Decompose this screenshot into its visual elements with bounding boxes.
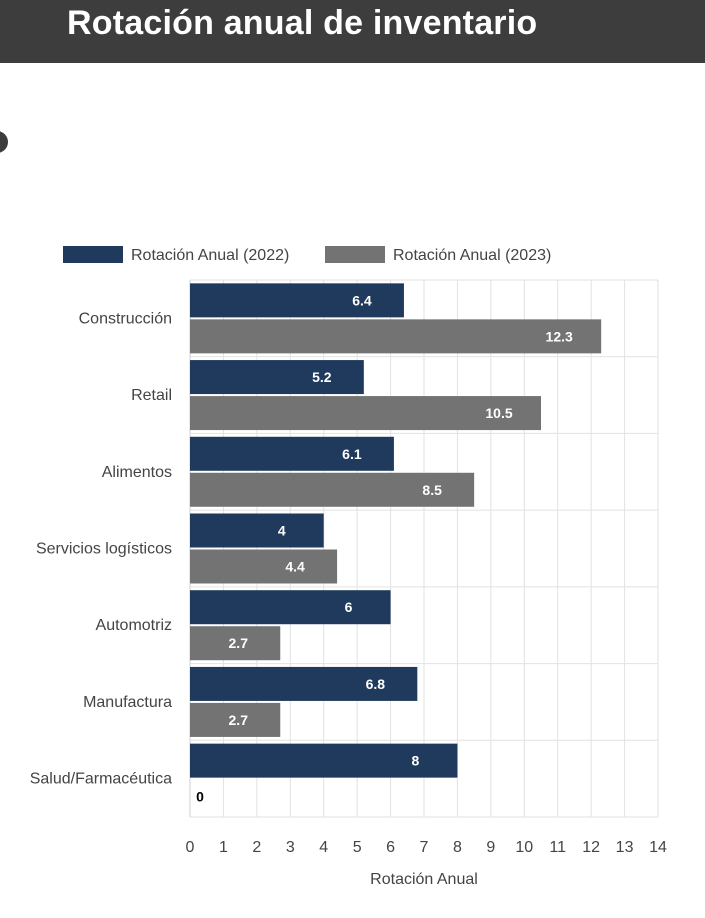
legend-swatch xyxy=(63,246,123,263)
data-label: 4.4 xyxy=(285,559,305,575)
category-label: Retail xyxy=(131,387,172,404)
data-label: 10.5 xyxy=(485,405,512,421)
data-label: 2.7 xyxy=(229,712,249,728)
legend-swatch xyxy=(325,246,385,263)
data-label: 4 xyxy=(278,523,286,539)
bar xyxy=(190,626,281,661)
bar xyxy=(190,743,458,778)
bar xyxy=(190,360,364,395)
x-tick-label: 1 xyxy=(219,839,228,856)
bar xyxy=(190,396,541,431)
x-tick-label: 8 xyxy=(453,839,462,856)
bar xyxy=(190,283,404,318)
x-axis-title: Rotación Anual xyxy=(370,871,478,888)
bar xyxy=(190,702,281,737)
data-label: 6.4 xyxy=(352,292,372,308)
x-tick-label: 9 xyxy=(486,839,495,856)
legend-label: Rotación Anual (2022) xyxy=(131,247,289,264)
legend-label: Rotación Anual (2023) xyxy=(393,247,551,264)
data-label: 6.1 xyxy=(342,446,362,462)
x-tick-label: 5 xyxy=(353,839,362,856)
category-label: Automotriz xyxy=(96,617,172,634)
bar xyxy=(190,436,394,471)
data-label: 6.8 xyxy=(366,676,386,692)
data-label: 5.2 xyxy=(312,369,332,385)
page-title: Rotación anual de inventario xyxy=(67,4,538,42)
category-label: Alimentos xyxy=(102,464,172,481)
x-tick-label: 6 xyxy=(386,839,395,856)
x-tick-label: 13 xyxy=(616,839,634,856)
data-label: 8.5 xyxy=(422,482,442,498)
edge-handle[interactable] xyxy=(0,131,8,153)
x-tick-label: 11 xyxy=(549,839,566,856)
category-label: Servicios logísticos xyxy=(36,541,172,558)
x-tick-label: 10 xyxy=(515,839,533,856)
bar xyxy=(190,472,475,507)
bar xyxy=(190,666,418,701)
bar xyxy=(190,549,338,584)
x-tick-label: 14 xyxy=(649,839,667,856)
category-label: Salud/Farmacéutica xyxy=(30,771,172,788)
x-tick-label: 7 xyxy=(420,839,429,856)
data-label: 0 xyxy=(196,789,204,805)
bar xyxy=(190,513,324,548)
category-label: Manufactura xyxy=(83,694,172,711)
bar xyxy=(190,590,391,625)
page-header: Rotación anual de inventario xyxy=(0,0,705,63)
bar xyxy=(190,319,602,354)
x-tick-label: 4 xyxy=(319,839,328,856)
data-label: 8 xyxy=(412,753,420,769)
x-tick-label: 12 xyxy=(582,839,600,856)
x-tick-label: 0 xyxy=(186,839,195,856)
data-label: 6 xyxy=(345,599,353,615)
x-tick-label: 2 xyxy=(252,839,261,856)
data-label: 2.7 xyxy=(229,635,249,651)
category-label: Construcción xyxy=(79,310,172,327)
data-label: 12.3 xyxy=(546,328,573,344)
x-tick-label: 3 xyxy=(286,839,295,856)
